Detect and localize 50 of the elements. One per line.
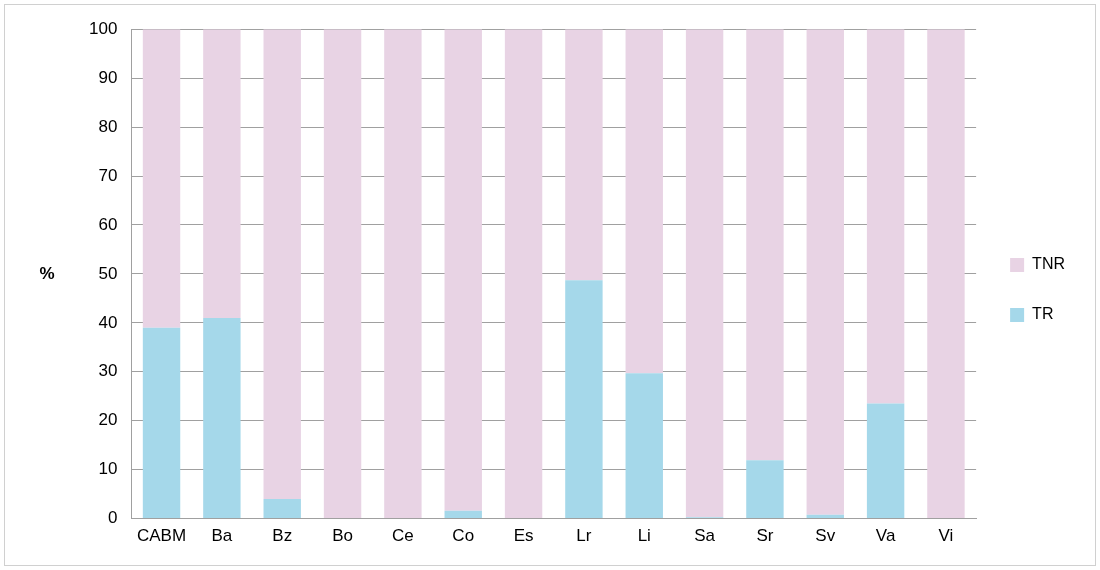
legend-label: TNR: [1032, 255, 1066, 273]
bar: [444, 29, 482, 511]
y-tick-label: 100: [88, 18, 118, 38]
bar: [927, 29, 965, 519]
x-tick-label: Bz: [272, 526, 293, 546]
y-tick-label: 40: [98, 312, 118, 332]
x-tick-label: Vi: [938, 526, 954, 546]
legend-label: TR: [1032, 305, 1054, 323]
y-tick-label: 30: [98, 361, 118, 381]
bar: [866, 29, 905, 404]
y-tick-label: 20: [98, 410, 118, 430]
y-tick-label: 0: [107, 508, 118, 528]
bar: [142, 29, 181, 328]
bar: [504, 29, 543, 519]
x-tick-label: Sa: [694, 526, 716, 546]
x-tick-label: Sr: [756, 526, 774, 546]
bar: [203, 317, 241, 519]
bar: [806, 29, 844, 515]
x-tick-label: Ba: [211, 526, 233, 546]
x-tick-label: Lr: [576, 526, 592, 546]
bar: [866, 403, 905, 519]
bar: [384, 29, 422, 519]
x-tick-label: CABM: [136, 526, 187, 546]
bar: [625, 373, 663, 519]
y-tick-label: 80: [98, 116, 118, 136]
x-tick-label: Va: [875, 526, 896, 546]
bar: [565, 29, 603, 281]
y-tick-label: 90: [98, 67, 118, 87]
bar: [746, 460, 784, 519]
bar: [323, 29, 362, 519]
bar: [444, 510, 482, 519]
bar: [263, 29, 301, 500]
y-tick-label: 60: [98, 214, 118, 234]
x-tick-label: Es: [513, 526, 534, 546]
x-tick-label: Li: [637, 526, 651, 546]
x-tick-label: Ce: [392, 526, 414, 546]
x-tick-label: Co: [452, 526, 475, 546]
y-tick-label: 50: [98, 263, 118, 283]
bar: [203, 29, 241, 318]
bar: [625, 29, 663, 374]
x-tick-label: Sv: [815, 526, 836, 546]
bar: [685, 29, 724, 518]
bar: [565, 280, 603, 519]
y-tick-label: 10: [98, 459, 118, 479]
bar: [746, 29, 784, 461]
y-axis-title: %: [39, 263, 55, 283]
bar: [263, 499, 301, 519]
bar: [142, 327, 181, 519]
x-tick-label: Bo: [332, 526, 353, 546]
y-tick-label: 70: [98, 165, 118, 185]
